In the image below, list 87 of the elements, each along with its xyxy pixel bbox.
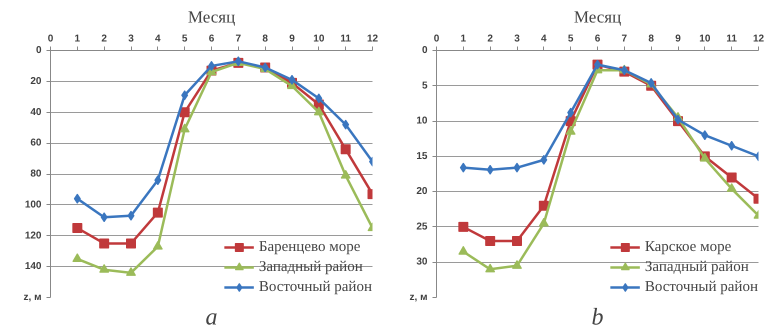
legend-label: Карское море bbox=[644, 238, 732, 256]
x-tick-label: 3 bbox=[128, 34, 134, 44]
y-tick-label: 80 bbox=[30, 168, 42, 180]
point bbox=[486, 164, 494, 175]
point bbox=[74, 194, 81, 204]
x-tick-label: 4 bbox=[155, 34, 162, 44]
x-tick-label: 10 bbox=[313, 34, 325, 44]
y-tick-label: 140 bbox=[24, 261, 42, 272]
legend-label: Восточный район bbox=[644, 278, 758, 296]
x-tick-label: 9 bbox=[289, 34, 296, 44]
y-tick-label: 60 bbox=[30, 138, 42, 149]
point bbox=[72, 253, 82, 262]
legend-label: Западный район bbox=[258, 258, 363, 276]
point bbox=[512, 236, 522, 246]
point bbox=[458, 222, 468, 232]
y-tick-label: 20 bbox=[30, 76, 42, 87]
y-tick-label: 10 bbox=[416, 116, 428, 127]
point bbox=[314, 106, 324, 116]
y-tick-label: 0 bbox=[36, 45, 42, 56]
point bbox=[485, 236, 496, 246]
y-tick-label: 40 bbox=[30, 106, 42, 118]
text: a bbox=[206, 304, 218, 330]
x-tick-label: 5 bbox=[182, 34, 188, 44]
point bbox=[99, 238, 110, 248]
point bbox=[540, 154, 548, 165]
point bbox=[512, 260, 522, 269]
point bbox=[340, 170, 351, 179]
point bbox=[567, 108, 574, 118]
point bbox=[566, 126, 576, 135]
point bbox=[181, 90, 188, 100]
y-tick-label: 25 bbox=[416, 221, 428, 232]
y-tick-label: 120 bbox=[24, 230, 42, 242]
legend-label: Баренцево море bbox=[258, 238, 360, 256]
point bbox=[126, 267, 136, 276]
x-tick-label: 6 bbox=[594, 34, 601, 44]
point bbox=[728, 140, 736, 151]
point bbox=[485, 264, 496, 272]
point bbox=[100, 212, 108, 222]
y-tick-label: 0 bbox=[422, 45, 428, 56]
point bbox=[99, 264, 110, 273]
x-tick-label: 1 bbox=[74, 34, 81, 44]
point bbox=[726, 172, 737, 183]
x-tick-label: 2 bbox=[101, 34, 108, 44]
point bbox=[180, 124, 190, 132]
point bbox=[458, 246, 468, 255]
point bbox=[342, 120, 350, 130]
point bbox=[72, 223, 82, 234]
x-tick-label: 11 bbox=[726, 34, 738, 44]
point bbox=[538, 218, 549, 226]
x-tick-label: 1 bbox=[460, 34, 467, 44]
x-tick-label: 5 bbox=[568, 34, 574, 44]
point bbox=[701, 130, 708, 140]
point bbox=[315, 93, 322, 104]
chart-title: Месяц bbox=[188, 8, 236, 26]
x-tick-label: 8 bbox=[648, 34, 654, 44]
point bbox=[460, 162, 467, 173]
y-tick-label: 15 bbox=[416, 150, 428, 162]
x-tick-label: 2 bbox=[487, 34, 494, 44]
y-axis-title: z, м bbox=[24, 292, 42, 303]
point bbox=[152, 240, 163, 250]
chart-title: Месяц bbox=[574, 8, 622, 26]
x-tick-label: 12 bbox=[366, 34, 378, 44]
x-tick-label: 9 bbox=[675, 34, 682, 44]
x-tick-label: 7 bbox=[236, 34, 242, 44]
y-tick-label: 20 bbox=[416, 186, 428, 198]
point bbox=[152, 208, 163, 218]
x-tick-label: 3 bbox=[514, 34, 520, 44]
y-tick-label: 100 bbox=[24, 199, 42, 210]
legend-label: Западный район bbox=[644, 258, 749, 276]
y-axis-title: z, м bbox=[410, 292, 428, 303]
x-tick-label: 0 bbox=[434, 34, 440, 44]
x-tick-label: 8 bbox=[262, 34, 268, 44]
point bbox=[340, 144, 351, 154]
x-tick-label: 11 bbox=[340, 34, 352, 44]
point bbox=[726, 183, 737, 192]
x-tick-label: 6 bbox=[208, 34, 215, 44]
x-tick-label: 12 bbox=[752, 34, 764, 44]
legend-label: Восточный район bbox=[258, 278, 372, 296]
x-tick-label: 7 bbox=[622, 34, 628, 44]
text: b bbox=[592, 304, 604, 330]
point bbox=[126, 238, 136, 248]
y-tick-label: 5 bbox=[422, 80, 428, 92]
x-tick-label: 4 bbox=[541, 34, 548, 44]
y-tick-label: 30 bbox=[416, 256, 428, 268]
point bbox=[154, 175, 162, 186]
x-tick-label: 0 bbox=[48, 34, 54, 44]
x-tick-label: 10 bbox=[699, 34, 711, 44]
